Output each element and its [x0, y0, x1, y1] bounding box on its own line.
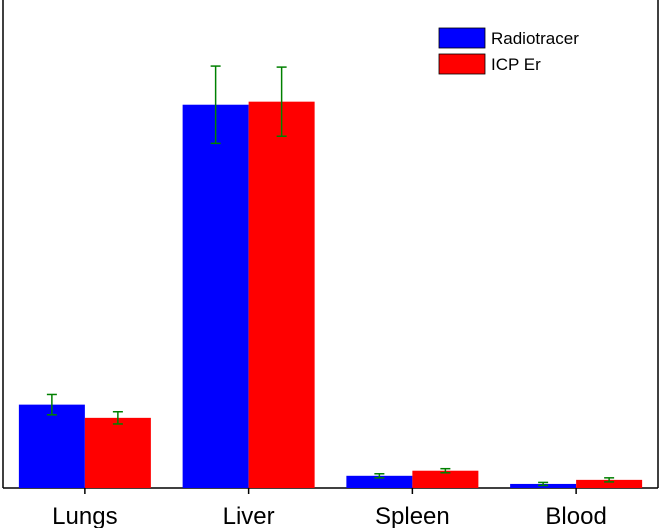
x-tick-label-liver: Liver	[223, 503, 275, 528]
x-tick-label-lungs: Lungs	[52, 503, 117, 528]
error-bars-layer	[46, 65, 615, 487]
bar-lungs-radiotracer	[18, 404, 85, 488]
bar-lungs-icp-er	[84, 417, 151, 488]
bar-spleen-radiotracer	[346, 475, 413, 488]
bar-spleen-icp-er	[412, 470, 479, 488]
legend-swatch-radiotracer	[438, 27, 486, 49]
legend: Radiotracer ICP Er	[438, 27, 579, 75]
bar-liver-icp-er	[248, 101, 315, 489]
legend-swatch-icp-er	[438, 53, 486, 75]
x-tick-label-spleen: Spleen	[375, 503, 450, 528]
legend-label-radiotracer: Radiotracer	[491, 29, 579, 48]
x-ticks-layer: Lungs Liver Spleen Blood	[52, 488, 607, 528]
bars-layer	[18, 101, 643, 489]
x-tick-label-blood: Blood	[545, 503, 606, 528]
bar-blood-icp-er	[576, 479, 643, 488]
bar-liver-radiotracer	[182, 104, 249, 488]
legend-label-icp-er: ICP Er	[491, 55, 541, 74]
